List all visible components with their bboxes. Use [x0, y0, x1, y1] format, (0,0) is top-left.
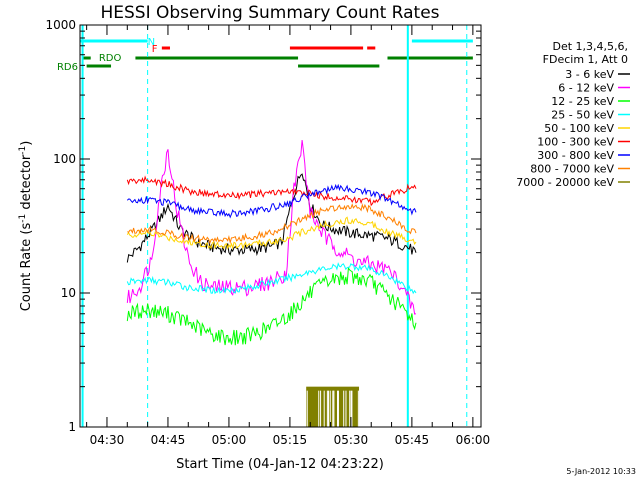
legend-header-2: FDecim 1, Att 0	[543, 53, 628, 66]
y-axis-label: Count Rate (s-1 detector-1)	[18, 141, 34, 312]
series-line-1	[126, 139, 417, 315]
legend-entry-label: 12 - 25 keV	[551, 95, 614, 108]
plot-frame	[79, 24, 482, 428]
x-tick-label: 06:00	[456, 433, 491, 447]
y-axis: 1 10 100 1000	[45, 18, 481, 434]
y-axis-label-main: Count Rate (s	[19, 223, 34, 312]
y-axis-label-exp-1: -1	[18, 214, 28, 223]
flag-bars: NF RDO RD6	[57, 37, 473, 73]
series-line-6	[126, 183, 417, 219]
y-tick-label: 10	[61, 286, 76, 300]
legend-entry-label: 6 - 12 keV	[558, 82, 614, 95]
series-line-4	[126, 216, 417, 251]
date-stamp: 5-Jan-2012 10:33	[566, 467, 636, 476]
x-axis: 04:30 04:45 05:00 05:15 05:30 05:45 06:00	[86, 25, 491, 447]
legend-entry-label: 25 - 50 keV	[551, 109, 614, 122]
legend-entry-label: 3 - 6 keV	[565, 68, 614, 81]
y-tick-label: 100	[53, 152, 76, 166]
vertical-markers	[81, 25, 468, 427]
flag-label-f: F	[152, 44, 158, 55]
x-axis-label: Start Time (04-Jan-12 04:23:22)	[176, 457, 384, 472]
x-tick-label: 05:15	[273, 433, 308, 447]
series-line-3	[126, 262, 417, 295]
x-tick-label: 05:00	[212, 433, 247, 447]
legend-entry-label: 100 - 300 keV	[537, 136, 614, 149]
legend: Det 1,3,4,5,6,FDecim 1, Att 0 3 - 6 keV6 …	[516, 40, 630, 189]
y-axis-label-end: )	[19, 141, 34, 146]
flag-label-n: N	[148, 37, 155, 48]
series-line-7	[127, 203, 417, 245]
legend-entry-label: 800 - 7000 keV	[530, 163, 614, 176]
flag-label-rd6: RD6	[57, 62, 78, 73]
y-axis-label-mid: detector	[19, 154, 34, 214]
y-tick-label: 1	[68, 420, 76, 434]
series-line-5	[126, 175, 417, 207]
plot-area	[126, 139, 417, 427]
x-tick-label: 04:45	[151, 433, 186, 447]
series-line-2	[126, 266, 417, 346]
x-tick-label: 04:30	[90, 433, 125, 447]
legend-entry-label: 7000 - 20000 keV	[516, 176, 614, 189]
legend-entry-label: 50 - 100 keV	[544, 122, 614, 135]
y-tick-label: 1000	[45, 18, 76, 32]
flag-label-rdo: RDO	[99, 53, 122, 64]
y-axis-label-exp-2: -1	[18, 146, 28, 155]
x-tick-label: 05:45	[395, 433, 430, 447]
series-line-0	[126, 173, 417, 263]
x-tick-label: 05:30	[334, 433, 369, 447]
chart-title: HESSI Observing Summary Count Rates	[100, 3, 439, 23]
legend-header-1: Det 1,3,4,5,6,	[552, 40, 628, 53]
legend-entry-label: 300 - 800 keV	[537, 149, 614, 162]
